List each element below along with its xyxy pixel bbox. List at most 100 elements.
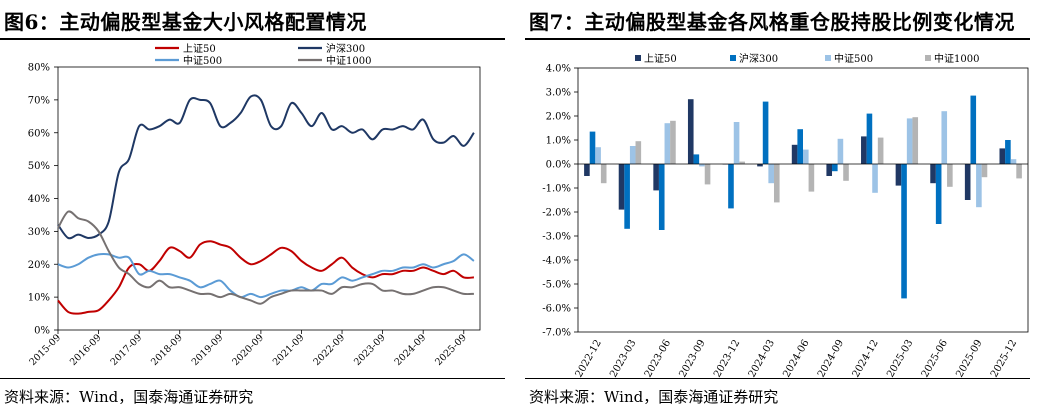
bar-3 — [733, 122, 740, 164]
y-tick-label: -5.0% — [542, 280, 571, 291]
left-panel: 图6：主动偏股型基金大小风格配置情况 0% 10% 20% 30% 40% 50% 60% 7… — [0, 0, 512, 409]
bar-3 — [1010, 159, 1017, 164]
bar-2 — [728, 164, 734, 209]
bar-3 — [872, 164, 878, 193]
x-tick-label: 2018-09 — [149, 332, 185, 368]
bar-1 — [687, 99, 694, 164]
bar-1 — [861, 136, 867, 164]
legend-swatch — [825, 55, 831, 61]
bar-4 — [843, 164, 849, 181]
series-line-1 — [57, 240, 474, 315]
y-tick-label: -6.0% — [542, 304, 571, 315]
legend-label: 沪深300 — [326, 42, 365, 55]
right-source-note: 资料来源：Wind，国泰海通证券研究 — [529, 388, 779, 406]
x-tick-label: 2023-09 — [677, 338, 707, 379]
bar-4 — [947, 164, 953, 187]
bar-1 — [584, 164, 590, 176]
x-tick-label: 2023-03 — [608, 338, 638, 379]
y-tick-label: -3.0% — [542, 232, 571, 243]
bar-2 — [901, 164, 907, 299]
y-tick-label: -4.0% — [542, 256, 571, 267]
bar-4 — [704, 164, 711, 185]
y-tick-label: 20% — [28, 260, 50, 271]
bar-1 — [791, 144, 798, 164]
x-tick-label: 2022-12 — [574, 338, 604, 379]
bar-2 — [658, 164, 665, 230]
legend-label: 沪深300 — [739, 52, 778, 65]
bar-2 — [624, 164, 630, 229]
x-tick-label: 2016-09 — [68, 332, 104, 368]
x-tick-label: 2023-12 — [712, 338, 742, 379]
x-tick-label: 2025-09 — [433, 332, 469, 368]
series-line-4 — [57, 210, 474, 305]
x-tick-label: 2024-12 — [851, 338, 881, 379]
bar-1 — [653, 164, 659, 191]
bar-2 — [1005, 140, 1011, 164]
bar-4 — [1016, 164, 1022, 179]
x-tick-label: 2022-09 — [311, 332, 347, 368]
bar-3 — [664, 123, 671, 164]
bar-4 — [635, 141, 642, 164]
bar-4 — [981, 164, 988, 178]
bar-1 — [999, 148, 1006, 164]
bar-4 — [912, 117, 919, 164]
bar-2 — [970, 95, 977, 164]
x-tick-label: 2025-12 — [989, 338, 1019, 379]
y-tick-label: 0% — [34, 326, 50, 337]
plot-area-frame — [57, 66, 481, 331]
left-title-rule — [0, 38, 505, 40]
bar-2 — [589, 131, 596, 164]
y-tick-label: -1.0% — [542, 184, 571, 195]
bar-3 — [906, 118, 913, 164]
bar-1 — [618, 164, 625, 210]
left-source-note: 资料来源：Wind，国泰海通证券研究 — [4, 388, 254, 406]
y-tick-label: 10% — [28, 293, 50, 304]
x-tick-label: 2023-09 — [352, 332, 388, 368]
bar-2 — [832, 164, 838, 172]
y-tick-label: 2.0% — [546, 112, 571, 123]
left-source-rule — [0, 378, 505, 379]
bar-1 — [964, 164, 971, 200]
bar-3 — [803, 149, 809, 164]
x-tick-label: 2023-06 — [643, 338, 673, 379]
bar-4 — [808, 164, 815, 192]
series-line-2 — [57, 94, 475, 240]
right-chart-title: 图7：主动偏股型基金各风格重仓股持股比例变化情况 — [529, 10, 1015, 34]
bar-3 — [699, 164, 705, 167]
y-tick-label: -2.0% — [542, 208, 571, 219]
bar-2 — [762, 101, 769, 164]
line-chart: 0% 10% 20% 30% 40% 50% 60% 70% 80% 2015-09 2016-09… — [27, 42, 481, 368]
legend-label: 中证500 — [834, 52, 873, 65]
x-tick-label: 2024-09 — [816, 338, 846, 379]
legend-label: 中证1000 — [326, 54, 371, 67]
bar-3 — [837, 138, 844, 164]
legend-swatch — [635, 55, 641, 61]
y-tick-label: 40% — [28, 194, 50, 205]
bar-1 — [930, 164, 936, 184]
y-tick-label: 30% — [28, 227, 50, 238]
y-tick-label: -7.0% — [542, 328, 571, 339]
bar-chart: -7.0% -6.0% -5.0% -4.0% -3.0% -2.0% -1.0% 0.0% 1… — [542, 52, 1029, 379]
bar-4 — [670, 120, 676, 164]
x-tick-label: 2025-09 — [954, 338, 984, 379]
bar-4 — [877, 137, 884, 164]
x-tick-label: 2020-09 — [230, 332, 266, 368]
x-tick-label: 2025-06 — [920, 338, 950, 379]
y-tick-label: 70% — [28, 95, 50, 106]
y-tick-label: 4.0% — [546, 64, 571, 75]
right-title-rule — [525, 38, 1030, 40]
legend-swatch — [730, 55, 736, 61]
bar-3 — [768, 164, 774, 184]
y-tick-label: 3.0% — [546, 88, 571, 99]
x-tick-label: 2021-09 — [271, 332, 307, 368]
y-tick-label: 80% — [28, 63, 50, 74]
legend-swatch — [925, 55, 931, 61]
legend-label: 上证50 — [644, 53, 677, 65]
x-tick-label: 2015-09 — [27, 332, 63, 368]
bar-4 — [600, 164, 607, 184]
x-tick-label: 2019-09 — [190, 332, 226, 368]
legend-label: 上证50 — [183, 43, 216, 55]
bar-2 — [935, 164, 942, 224]
x-tick-label: 2025-03 — [885, 338, 915, 379]
bar-2 — [866, 113, 873, 164]
